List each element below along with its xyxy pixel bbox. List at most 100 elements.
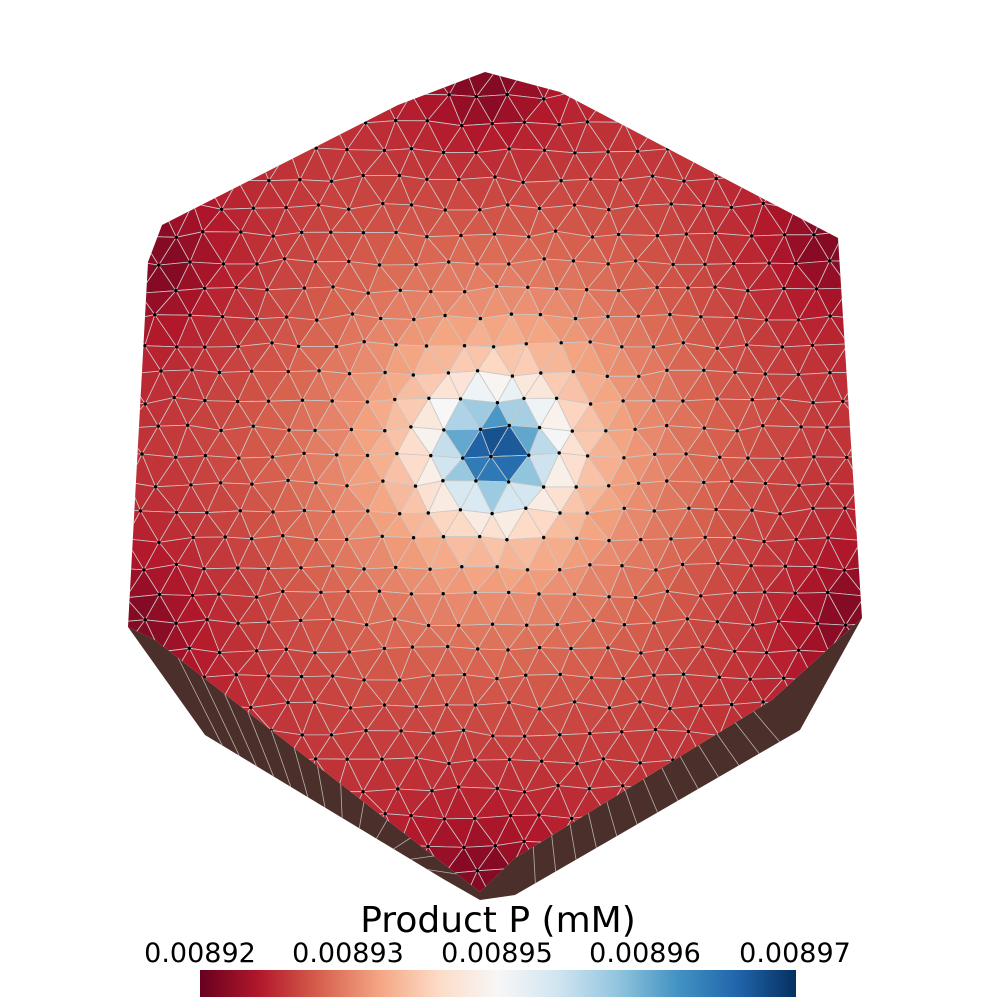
mesh-node bbox=[236, 621, 240, 625]
mesh-node bbox=[748, 677, 752, 681]
mesh-cell bbox=[224, 868, 253, 892]
mesh-node bbox=[143, 175, 147, 179]
mesh-node bbox=[524, 342, 528, 346]
mesh-node bbox=[366, 509, 370, 513]
mesh-node bbox=[846, 342, 850, 346]
mesh-cell bbox=[735, 902, 767, 931]
mesh-node bbox=[923, 650, 926, 653]
mesh-node bbox=[890, 485, 893, 488]
mesh-cell bbox=[716, 121, 748, 152]
mesh-node bbox=[751, 63, 754, 66]
mesh-node bbox=[652, 509, 656, 513]
mesh-node bbox=[763, 147, 767, 151]
mesh-node bbox=[447, 260, 451, 264]
mesh-node bbox=[845, 176, 849, 180]
mesh-node bbox=[107, 678, 110, 681]
mesh-node bbox=[174, 455, 178, 459]
mesh-node bbox=[476, 647, 480, 651]
mesh-cell bbox=[845, 673, 862, 706]
mesh-cell bbox=[128, 121, 158, 151]
mesh-cell bbox=[175, 149, 204, 177]
mesh-cell bbox=[913, 680, 941, 709]
mesh-cell bbox=[272, 72, 300, 96]
mesh-node bbox=[300, 398, 305, 402]
mesh-cell bbox=[314, 95, 352, 126]
mesh-cell bbox=[864, 204, 893, 235]
mesh-node bbox=[793, 591, 797, 595]
prism-side-wall-left bbox=[128, 627, 480, 900]
mesh-node bbox=[510, 374, 515, 378]
mesh-cell bbox=[383, 869, 418, 892]
mesh-cell bbox=[912, 455, 944, 481]
mesh-node bbox=[843, 789, 848, 794]
mesh-cell bbox=[750, 758, 785, 792]
mesh-node bbox=[458, 397, 463, 401]
mesh-node bbox=[313, 651, 317, 655]
mesh-node bbox=[537, 813, 541, 817]
mesh-node bbox=[604, 429, 608, 433]
mesh-node bbox=[461, 728, 466, 732]
mesh-cell bbox=[843, 230, 862, 263]
mesh-node bbox=[270, 455, 275, 459]
mesh-cell bbox=[892, 455, 928, 486]
mesh-node bbox=[863, 869, 866, 872]
mesh-cell bbox=[929, 374, 961, 401]
mesh-node bbox=[926, 817, 929, 820]
mesh-node bbox=[716, 561, 720, 566]
mesh-cell bbox=[203, 97, 238, 124]
mesh-node bbox=[907, 512, 910, 515]
mesh-node bbox=[780, 842, 784, 846]
mesh-cell bbox=[881, 288, 909, 321]
mesh-node bbox=[926, 594, 929, 597]
mesh-cell bbox=[844, 899, 876, 925]
mesh-node bbox=[124, 537, 127, 540]
mesh-node bbox=[128, 480, 131, 484]
mesh-node bbox=[781, 63, 784, 66]
mesh-cell bbox=[239, 842, 270, 870]
mesh-node bbox=[412, 317, 416, 322]
mesh-cell bbox=[236, 122, 271, 153]
mesh-cell bbox=[913, 376, 944, 401]
mesh-node bbox=[554, 396, 559, 400]
mesh-node bbox=[157, 540, 161, 544]
mesh-node bbox=[575, 536, 579, 540]
mesh-cell bbox=[913, 652, 941, 681]
mesh-node bbox=[239, 230, 243, 234]
mesh-node bbox=[879, 621, 882, 624]
mesh-cell bbox=[894, 127, 924, 154]
mesh-node bbox=[858, 813, 862, 818]
mesh-cell bbox=[907, 596, 939, 626]
mesh-cell bbox=[268, 842, 302, 869]
mesh-node bbox=[783, 564, 787, 568]
mesh-node bbox=[654, 123, 659, 128]
mesh-cell bbox=[606, 94, 640, 124]
mesh-node bbox=[203, 345, 207, 349]
mesh-node bbox=[111, 731, 114, 734]
mesh-node bbox=[911, 787, 914, 790]
mesh-cell bbox=[844, 72, 862, 96]
mesh-cell bbox=[187, 840, 227, 876]
mesh-cell bbox=[860, 341, 862, 373]
mesh-node bbox=[907, 125, 910, 128]
mesh-cell bbox=[191, 122, 222, 151]
mesh-node bbox=[345, 537, 349, 542]
mesh-node bbox=[939, 678, 942, 681]
mesh-cell bbox=[128, 704, 162, 735]
mesh-node bbox=[859, 259, 862, 264]
side-edge bbox=[588, 812, 597, 848]
mesh-node bbox=[891, 537, 894, 540]
mesh-node bbox=[877, 564, 880, 567]
mesh-node bbox=[249, 705, 253, 710]
mesh-node bbox=[204, 839, 208, 843]
mesh-node bbox=[858, 151, 862, 155]
mesh-node bbox=[892, 370, 895, 373]
mesh-node bbox=[284, 923, 287, 926]
mesh-cell bbox=[128, 647, 144, 681]
mesh-cell bbox=[720, 813, 753, 848]
mesh-cell bbox=[926, 898, 955, 927]
mesh-cell bbox=[864, 95, 891, 126]
mesh-node bbox=[447, 761, 451, 766]
mesh-node bbox=[189, 96, 193, 101]
mesh-node bbox=[331, 617, 335, 621]
mesh-cell bbox=[764, 869, 798, 892]
